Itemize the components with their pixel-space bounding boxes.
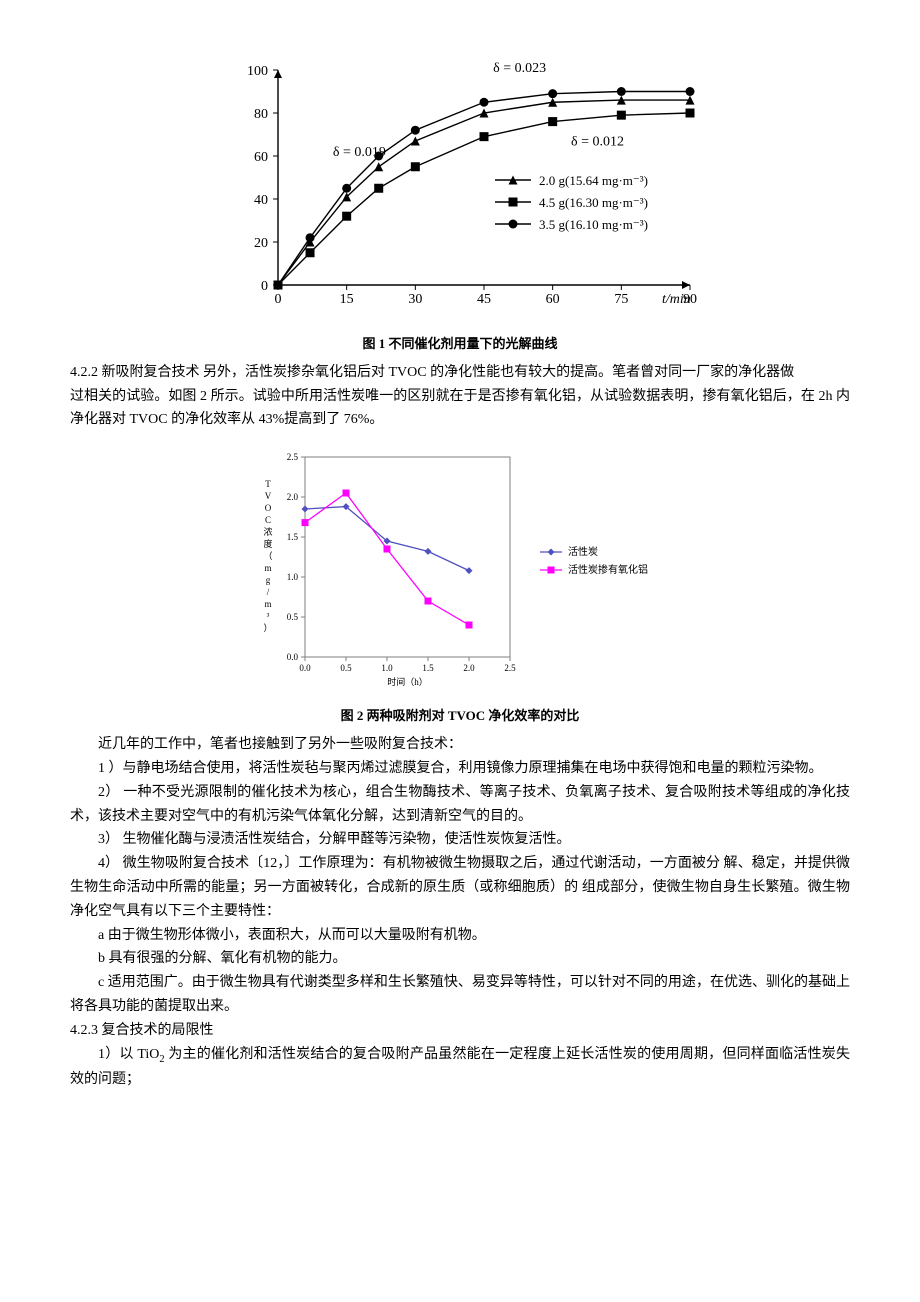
svg-text:/: /	[267, 587, 270, 597]
svg-text:0.0: 0.0	[287, 652, 299, 662]
svg-text:0: 0	[275, 292, 282, 307]
svg-text:2.5: 2.5	[287, 452, 299, 462]
svg-text:2.0: 2.0	[287, 492, 299, 502]
svg-text:0.5: 0.5	[287, 612, 299, 622]
svg-text:40: 40	[254, 193, 268, 208]
svg-text:20: 20	[254, 236, 268, 251]
svg-text:³: ³	[267, 611, 270, 621]
svg-text:1.0: 1.0	[381, 663, 393, 673]
svg-text:1.5: 1.5	[422, 663, 434, 673]
svg-text:0.5: 0.5	[340, 663, 352, 673]
svg-text:m: m	[264, 599, 271, 609]
body-p6: a 由于微生物形体微小，表面积大，从而可以大量吸附有机物。	[70, 924, 850, 948]
section-4-2-2: 4.2.2 新吸附复合技术 另外，活性炭掺杂氧化铝后对 TVOC 的净化性能也有…	[70, 361, 850, 385]
figure-1-chart: 0153045607590020406080100t/minδ = 0.023δ…	[220, 60, 700, 320]
svg-text:度: 度	[263, 538, 272, 549]
svg-text:80: 80	[254, 107, 268, 122]
body-p2: 1 ）与静电场结合使用，将活性炭毡与聚丙烯过滤膜复合，利用镜像力原理捕集在电场中…	[70, 757, 850, 781]
figure-1: 0153045607590020406080100t/minδ = 0.023δ…	[70, 60, 850, 329]
svg-text:t/min: t/min	[662, 292, 691, 307]
svg-text:100: 100	[247, 64, 268, 79]
svg-text:浓: 浓	[263, 527, 272, 537]
body-p9-b: 为主的催化剂和活性炭结合的复合吸附产品虽然能在一定程度上延长活性炭的使用周期，但…	[70, 1047, 850, 1088]
svg-text:4.5 g(16.30 mg·m⁻³): 4.5 g(16.30 mg·m⁻³)	[539, 195, 648, 210]
svg-text:0: 0	[261, 279, 268, 294]
svg-text:60: 60	[546, 292, 560, 307]
svg-text:δ = 0.012: δ = 0.012	[571, 134, 624, 149]
svg-text:15: 15	[340, 292, 354, 307]
svg-text:（: （	[263, 551, 272, 561]
body-p9-a: 1）以 TiO	[98, 1047, 159, 1062]
section-4-2-2-heading: 4.2.2 新吸附复合技术	[70, 365, 200, 380]
svg-text:T: T	[265, 479, 271, 489]
section-4-2-2-text-1: 另外，活性炭掺杂氧化铝后对 TVOC 的净化性能也有较大的提高。笔者曾对同一厂家…	[200, 365, 795, 380]
svg-text:1.5: 1.5	[287, 532, 299, 542]
svg-text:3.5 g(16.10 mg·m⁻³): 3.5 g(16.10 mg·m⁻³)	[539, 217, 648, 232]
section-4-2-2-text-2: 过相关的试验。如图 2 所示。试验中所用活性炭唯一的区别就在于是否掺有氧化铝，从…	[70, 385, 850, 433]
body-p9: 1）以 TiO2 为主的催化剂和活性炭结合的复合吸附产品虽然能在一定程度上延长活…	[70, 1043, 850, 1092]
svg-text:活性炭: 活性炭	[568, 545, 598, 558]
body-p5: 4） 微生物吸附复合技术〔12，〕工作原理为：有机物被微生物摄取之后，通过代谢活…	[70, 852, 850, 923]
svg-text:60: 60	[254, 150, 268, 165]
svg-text:45: 45	[477, 292, 491, 307]
figure-2: 0.0 0.5 1.0 1.5 2.0 2.5 0.0 0.5 1.0 1.5 2.0 2.5 时间（h…	[70, 442, 850, 701]
svg-text:75: 75	[614, 292, 628, 307]
body-p3: 2） 一种不受光源限制的催化技术为核心，组合生物酶技术、等离子技术、负氧离子技术…	[70, 781, 850, 829]
svg-text:m: m	[264, 563, 271, 573]
svg-text:2.0: 2.0	[463, 663, 475, 673]
svg-text:2.5: 2.5	[504, 663, 516, 673]
svg-text:δ = 0.023: δ = 0.023	[493, 61, 546, 76]
body-p4: 3） 生物催化酶与浸渍活性炭结合，分解甲醛等污染物，使活性炭恢复活性。	[70, 828, 850, 852]
svg-text:0.0: 0.0	[299, 663, 311, 673]
svg-text:V: V	[265, 491, 272, 501]
svg-text:O: O	[265, 503, 272, 513]
svg-text:）: ）	[263, 623, 272, 633]
svg-text:活性炭掺有氧化铝: 活性炭掺有氧化铝	[568, 563, 648, 576]
svg-text:g: g	[266, 575, 271, 585]
figure-2-chart: 0.0 0.5 1.0 1.5 2.0 2.5 0.0 0.5 1.0 1.5 2.0 2.5 时间（h…	[250, 442, 670, 692]
body-p7: b 具有很强的分解、氧化有机物的能力。	[70, 947, 850, 971]
figure-1-caption: 图 1 不同催化剂用量下的光解曲线	[70, 333, 850, 355]
svg-text:C: C	[265, 515, 271, 525]
figure-2-caption: 图 2 两种吸附剂对 TVOC 净化效率的对比	[70, 705, 850, 727]
svg-text:2.0 g(15.64 mg·m⁻³): 2.0 g(15.64 mg·m⁻³)	[539, 173, 648, 188]
body-p8: c 适用范围广。由于微生物具有代谢类型多样和生长繁殖快、易变异等特性，可以针对不…	[70, 971, 850, 1019]
section-4-2-3-heading: 4.2.3 复合技术的局限性	[70, 1019, 850, 1043]
svg-text:时间（h）: 时间（h）	[387, 676, 428, 687]
svg-text:1.0: 1.0	[287, 572, 299, 582]
svg-text:δ = 0.019: δ = 0.019	[333, 145, 386, 160]
body-p1: 近几年的工作中，笔者也接触到了另外一些吸附复合技术：	[70, 733, 850, 757]
svg-text:30: 30	[408, 292, 422, 307]
